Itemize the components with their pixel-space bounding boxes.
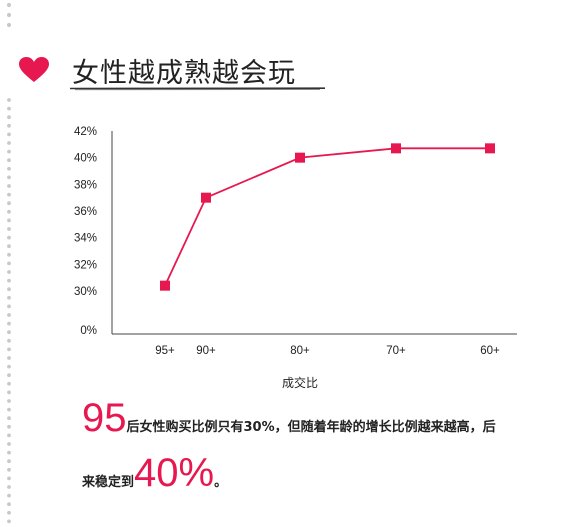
decorative-dot xyxy=(7,459,11,464)
x-tick-label: 70+ xyxy=(386,345,406,357)
x-tick-labels: 95+ 90+ 80+ 70+ 60+ xyxy=(155,345,500,357)
data-point-marker xyxy=(391,143,401,154)
decorative-dot xyxy=(6,2,12,8)
decorative-dot xyxy=(7,450,11,455)
decorative-dot xyxy=(7,338,11,343)
y-tick-label: 36% xyxy=(74,206,97,218)
decorative-dot xyxy=(7,442,11,446)
decorative-dot xyxy=(7,115,11,120)
decorative-dot xyxy=(7,141,11,145)
summary-text-2: 来稳定到 xyxy=(82,475,135,490)
decorative-dot xyxy=(7,166,11,171)
decorative-dot xyxy=(7,502,11,507)
decorative-dot xyxy=(7,304,11,309)
x-tick-label: 90+ xyxy=(196,345,216,357)
decorative-dot xyxy=(7,158,11,163)
decorative-dot xyxy=(7,424,11,429)
decorative-dot xyxy=(7,227,11,231)
data-point-marker xyxy=(295,152,305,163)
decorative-dot xyxy=(7,356,11,360)
decorative-dot xyxy=(7,467,11,472)
y-tick-label: 42% xyxy=(74,126,97,138)
decorative-dot xyxy=(7,106,11,111)
decorative-dot xyxy=(7,407,11,412)
highlight-number-40: 40% xyxy=(134,451,215,495)
data-point-marker xyxy=(201,192,211,203)
decorative-dot xyxy=(7,278,11,283)
decorative-dot xyxy=(7,347,11,352)
decorative-dot xyxy=(7,381,11,386)
y-tick-labels: 42% 40% 38% 36% 34% 32% 30% 0% xyxy=(74,126,97,337)
title-underline xyxy=(70,87,325,91)
dot-group-top xyxy=(6,2,12,28)
decorative-dot xyxy=(7,149,11,154)
decorative-dot xyxy=(7,235,11,240)
dot-group-main xyxy=(7,98,11,524)
decorative-dot xyxy=(7,192,11,197)
decorative-dot xyxy=(7,313,11,317)
decorative-dot xyxy=(7,123,11,128)
y-tick-label: 34% xyxy=(74,233,97,245)
decorative-dot xyxy=(7,510,11,515)
decorative-dot xyxy=(7,485,11,489)
decorative-dot xyxy=(7,175,11,180)
decorative-dot xyxy=(7,132,11,137)
decorative-dot xyxy=(7,416,11,421)
decorative-dot xyxy=(7,493,11,498)
decorative-dot xyxy=(7,261,11,266)
decorative-dot xyxy=(7,399,11,403)
decorative-dot xyxy=(7,330,11,335)
decorative-dot xyxy=(7,98,11,102)
x-tick-label: 95+ xyxy=(155,345,175,357)
summary-text-end: 。 xyxy=(214,475,228,490)
summary-line-1: 95后女性购买比例只有30%，但随着年龄的增长比例越来越高，后 xyxy=(82,398,496,438)
data-point-marker xyxy=(485,143,495,154)
decorative-dot xyxy=(7,519,11,524)
decorative-dot xyxy=(7,364,11,369)
y-tick-label: 32% xyxy=(74,259,97,271)
series-line xyxy=(164,147,490,287)
decorative-dot xyxy=(7,433,11,438)
decorative-dot xyxy=(7,287,11,292)
data-point-marker xyxy=(160,280,170,291)
y-tick-label: 40% xyxy=(74,153,97,165)
decorative-dot xyxy=(7,209,11,214)
section-header: 女性越成熟越会玩 xyxy=(0,45,360,95)
y-tick-label: 0% xyxy=(80,325,97,337)
decorative-dot xyxy=(7,390,11,395)
x-tick-label: 80+ xyxy=(290,345,310,357)
x-tick-label: 60+ xyxy=(480,345,500,357)
decorative-dot xyxy=(6,12,12,18)
decorative-dot xyxy=(7,244,11,249)
highlight-number-95: 95 xyxy=(82,396,127,440)
decorative-dot xyxy=(7,476,11,481)
page-title: 女性越成熟越会玩 xyxy=(72,58,296,89)
decorative-dot xyxy=(6,22,12,28)
summary-text-1: 后女性购买比例只有30%，但随着年龄的增长比例越来越高，后 xyxy=(126,420,496,435)
y-tick-label: 30% xyxy=(74,286,97,298)
decorative-dot xyxy=(7,218,11,223)
decorative-dot xyxy=(7,184,11,188)
summary-line-2: 来稳定到40%。 xyxy=(82,453,227,493)
line-chart: 42%40%38%36%34%32%30%0% 95+ 90+ 80+ 70+ 60+ … xyxy=(74,126,517,390)
decorative-dot xyxy=(7,252,11,257)
decorative-dot xyxy=(7,373,11,378)
decorative-dot-column xyxy=(6,2,12,524)
heart-icon xyxy=(19,57,49,82)
decorative-dot xyxy=(7,201,11,206)
series-markers xyxy=(160,143,495,291)
x-axis-label: 成交比 xyxy=(282,375,318,390)
decorative-dot xyxy=(7,295,11,300)
y-tick-label: 38% xyxy=(74,179,97,191)
decorative-dot xyxy=(7,270,11,274)
decorative-dot xyxy=(7,321,11,326)
